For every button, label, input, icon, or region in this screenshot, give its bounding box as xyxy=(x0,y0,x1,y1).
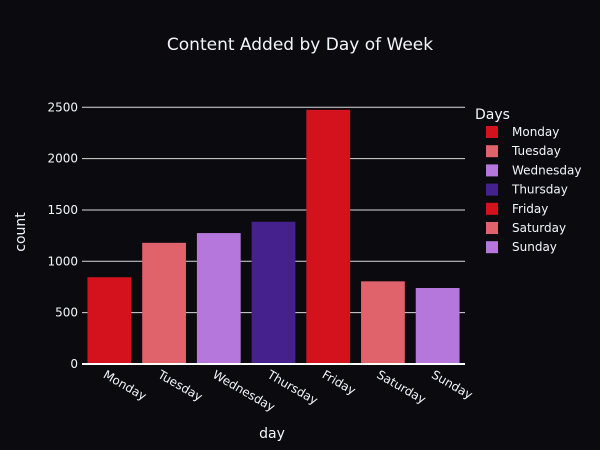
legend-swatch xyxy=(486,126,498,138)
y-tick-label: 0 xyxy=(70,357,78,371)
legend-item-label: Thursday xyxy=(511,183,568,197)
bar-wednesday xyxy=(196,233,241,364)
y-tick-label: 500 xyxy=(55,306,78,320)
chart-title: Content Added by Day of Week xyxy=(167,35,433,55)
y-axis-title: count xyxy=(13,212,29,252)
legend-item-label: Saturday xyxy=(512,221,566,235)
legend-item-label: Wednesday xyxy=(512,163,581,177)
y-tick-label: 2000 xyxy=(47,152,78,166)
legend-swatch xyxy=(486,164,498,177)
y-tick-label: 1500 xyxy=(47,203,78,217)
legend-swatch xyxy=(486,183,498,196)
legend-swatch xyxy=(486,222,498,234)
y-tick-label: 1000 xyxy=(47,254,78,268)
legend-swatch xyxy=(486,145,498,158)
legend-title: Days xyxy=(475,107,510,123)
legend-item-label: Friday xyxy=(512,202,548,216)
legend-swatch xyxy=(486,241,498,254)
bar-monday xyxy=(87,277,132,364)
legend-swatch xyxy=(486,202,498,215)
legend-item-label: Tuesday xyxy=(511,144,561,158)
bars xyxy=(82,109,465,365)
y-tick-label: 2500 xyxy=(47,100,78,114)
bar-friday xyxy=(306,109,351,364)
x-axis-title: day xyxy=(259,426,285,442)
bar-sunday xyxy=(415,288,460,364)
legend-item-label: Sunday xyxy=(512,240,557,254)
legend: Monday Tuesday Wednesday Thursday Friday Satu… xyxy=(486,125,581,254)
bar-tuesday xyxy=(142,242,186,364)
bar-saturday xyxy=(361,281,405,364)
bar-thursday xyxy=(251,221,296,364)
y-tick-labels: 0 500 1000 1500 2000 2500 xyxy=(47,100,78,371)
legend-item-label: Monday xyxy=(512,125,559,139)
